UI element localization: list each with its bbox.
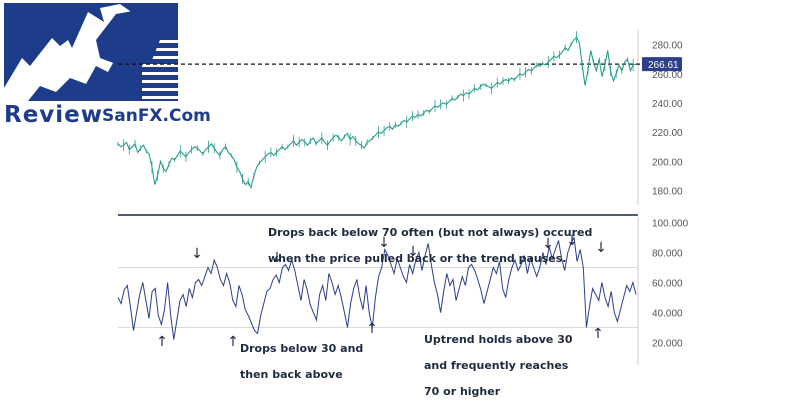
price-tick-label: 240.00 — [652, 99, 683, 110]
logo-stripe — [142, 72, 178, 75]
price-tick-label: 220.00 — [652, 128, 683, 139]
up-arrow-icon: ↑ — [156, 334, 168, 350]
price-tick-label: 180.00 — [652, 186, 683, 197]
rsi-panel: 100.000 80.000 60.000 40.000 20.000 — [117, 217, 689, 365]
logo-word-sanfx: SanFX.Com — [102, 106, 211, 126]
chart-canvas: 280.00 260.00 240.00 220.00 200.00 180.00 266.… — [4, 3, 689, 365]
bull-logo-icon — [4, 3, 178, 101]
price-series-line — [117, 36, 637, 190]
up-arrow-icon: ↑ — [366, 321, 378, 337]
arrow-markers: ↓ ↓ ↓ ↓ ↓ ↓ ↓ ↑ ↑ ↑ ↑ — [156, 233, 607, 350]
rsi-tick-label: 20.000 — [652, 339, 683, 350]
logo-bull-silhouette — [96, 10, 160, 84]
annotation-top-line: Drops back below 70 often (but not alway… — [268, 226, 593, 239]
logo-stripe — [142, 64, 178, 67]
rsi-tick-label: 100.000 — [652, 219, 689, 230]
logo-stripe — [142, 80, 178, 83]
logo-word-review: Review — [4, 102, 104, 128]
logo-stripe — [142, 40, 178, 43]
up-arrow-icon: ↑ — [227, 334, 239, 350]
down-arrow-icon: ↓ — [378, 235, 390, 251]
chart-figure: 280.00 260.00 240.00 220.00 200.00 180.00 266.… — [4, 3, 689, 398]
down-arrow-icon: ↓ — [595, 240, 607, 256]
annotation-top-line: when the price pulled back or the trend … — [268, 252, 567, 265]
annotation-bottom-left: Drops below 30 and then back above — [240, 330, 363, 393]
price-tick-label: 280.00 — [652, 41, 683, 52]
logo-stripe — [142, 56, 178, 59]
logo-wordmark: Review SanFX.Com — [4, 102, 211, 132]
annotation-top: Drops back below 70 often (but not alway… — [268, 214, 592, 277]
down-arrow-icon: ↓ — [566, 233, 578, 249]
annotation-bottom-right-line: 70 or higher — [424, 385, 501, 398]
rsi-tick-label: 60.000 — [652, 279, 683, 290]
rsi-tick-label: 80.000 — [652, 249, 683, 260]
down-arrow-icon: ↓ — [191, 246, 203, 262]
last-price-badge — [642, 57, 682, 72]
down-arrow-icon: ↓ — [407, 244, 419, 260]
logo-stripe — [142, 48, 178, 51]
price-tick-label: 200.00 — [652, 157, 683, 168]
price-tick-label: 260.00 — [652, 70, 683, 81]
rsi-series-line — [117, 235, 637, 340]
up-arrow-icon: ↑ — [592, 326, 604, 342]
annotation-bottom-left-line: Drops below 30 and — [240, 342, 364, 355]
logo-stripes — [142, 40, 178, 99]
annotation-bottom-right-line: Uptrend holds above 30 — [424, 333, 573, 346]
down-arrow-icon: ↓ — [271, 250, 283, 266]
logo-stripe — [142, 88, 178, 91]
annotation-bottom-right: Uptrend holds above 30 and frequently re… — [424, 321, 573, 410]
rsi-tick-label: 40.000 — [652, 309, 683, 320]
logo-stripe — [142, 96, 178, 99]
last-price-label: 266.61 — [648, 60, 679, 71]
down-arrow-icon: ↓ — [542, 236, 554, 252]
annotation-bottom-left-line: then back above — [240, 368, 343, 381]
price-panel: 280.00 260.00 240.00 220.00 200.00 180.00 266.… — [117, 30, 683, 205]
annotation-bottom-right-line: and frequently reaches — [424, 359, 569, 372]
